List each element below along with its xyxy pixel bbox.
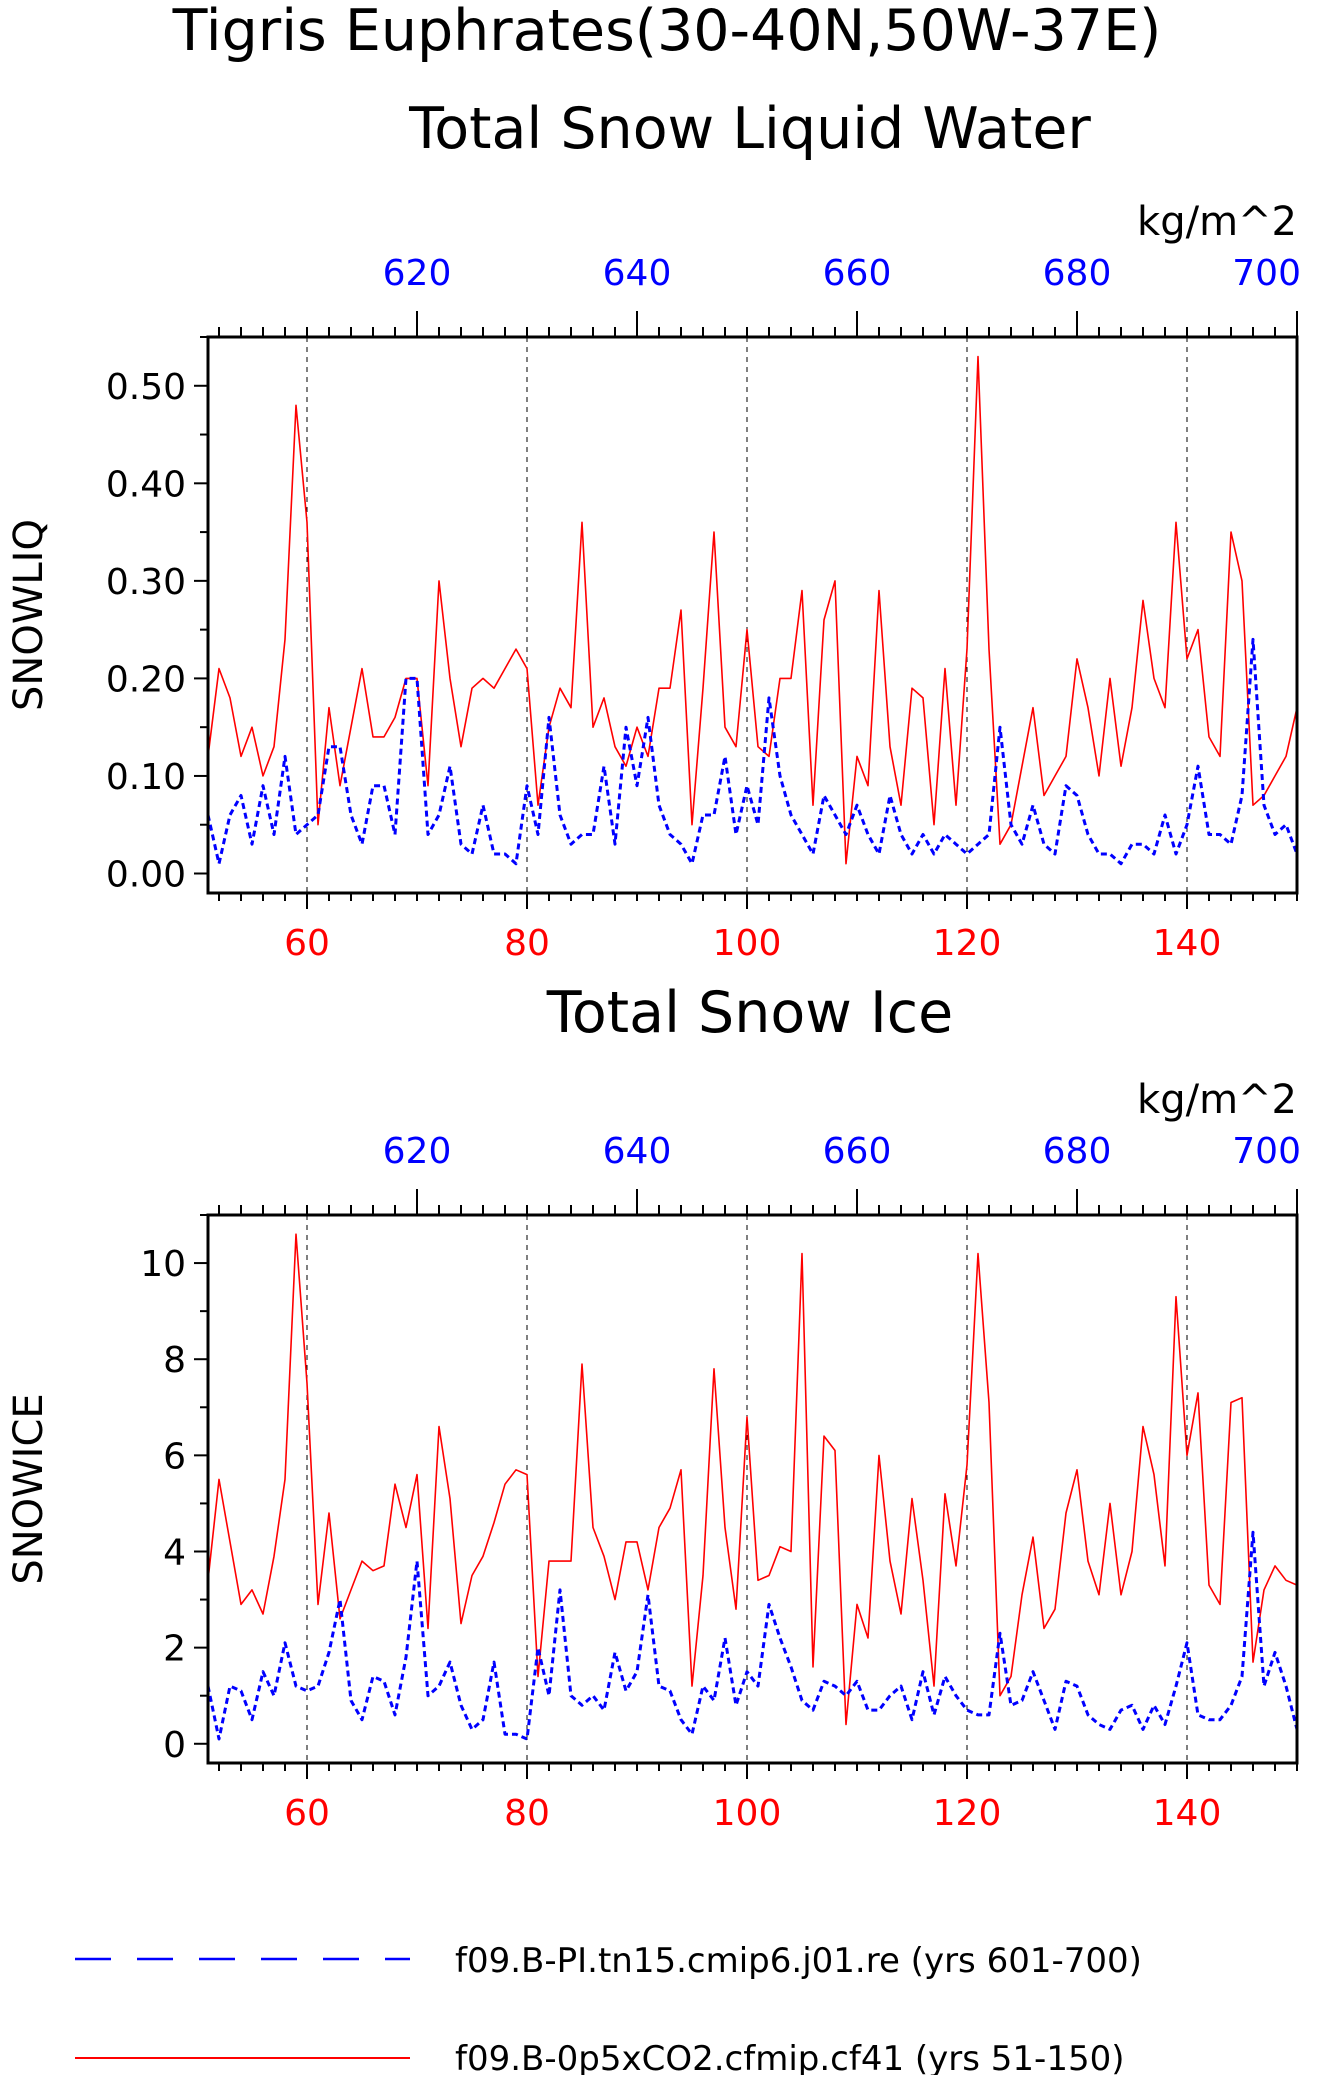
snowice-y-tick-label: 6 [163, 1436, 186, 1477]
snowliq-x-bottom-tick-label: 140 [1153, 923, 1222, 964]
snowice-plot-frame [206, 1213, 1299, 1765]
snowliq-x-bottom-tick-label: 80 [504, 923, 550, 964]
snowice-control-series-line [206, 1530, 1299, 1741]
snowliq-units-label: kg/m^2 [1137, 199, 1297, 245]
snowice-y-axis-label: SNOWICE [6, 1393, 52, 1584]
snowliq-x-top-tick-label: 700 [1232, 253, 1301, 294]
snowliq-y-tick-label: 0.50 [106, 367, 186, 408]
snowliq-x-bottom-tick-label: 100 [713, 923, 782, 964]
snowice-units-label: kg/m^2 [1137, 1077, 1297, 1123]
snowice-x-top-tick-label: 640 [603, 1131, 672, 1172]
snowliq-y-tick-label: 0.00 [106, 854, 186, 895]
snowliq-y-tick-label: 0.40 [106, 464, 186, 505]
snowice-x-bottom-tick-label: 80 [504, 1793, 550, 1834]
snowice-x-top-tick-label: 660 [823, 1131, 892, 1172]
snowliq-x-top-tick-label: 680 [1043, 253, 1112, 294]
snowliq-y-tick-label: 0.10 [106, 757, 186, 798]
snowice-x-top-tick-label: 700 [1232, 1131, 1301, 1172]
snowliq-x-bottom-tick-label: 120 [933, 923, 1002, 964]
snowliq-y-tick-label: 0.30 [106, 562, 186, 603]
snowliq-x-top-tick-label: 660 [823, 253, 892, 294]
snowice-x-bottom-tick-label: 60 [284, 1793, 330, 1834]
snowliq-x-bottom-tick-label: 60 [284, 923, 330, 964]
snowice-y-tick-label: 10 [140, 1244, 186, 1285]
snowliq-x-top-tick-label: 620 [383, 253, 452, 294]
snowliq-y-tick-label: 0.20 [106, 659, 186, 700]
snowice-x-bottom-tick-label: 120 [933, 1793, 1002, 1834]
snowice-x-bottom-tick-label: 100 [713, 1793, 782, 1834]
snowice-x-bottom-tick-label: 140 [1153, 1793, 1222, 1834]
snowice-y-tick-label: 0 [163, 1725, 186, 1766]
legend-label-experiment: f09.B-0p5xCO2.cfmip.cf41 (yrs 51-150) [455, 2039, 1124, 2075]
snowliq-experiment-series-line [207, 355, 1298, 865]
figure-title: Tigris Euphrates(30-40N,50W-37E) [172, 0, 1162, 64]
snowice-experiment-series-line [207, 1233, 1298, 1726]
snowliq-control-series-line [206, 637, 1299, 866]
snowice-panel: Total Snow Ice kg/m^2 SNOWICE 0 2 4 6 8 10 60 80 10… [6, 980, 1301, 1834]
snowice-x-top-tick-label: 680 [1043, 1131, 1112, 1172]
legend: f09.B-PI.tn15.cmip6.j01.re (yrs 601-700)… [75, 1941, 1142, 2075]
snowice-y-tick-label: 2 [163, 1629, 186, 1670]
snowliq-x-top-tick-label: 640 [603, 253, 672, 294]
snowliq-panel: Total Snow Liquid Water kg/m^2 SNOWLIQ 0.00… [6, 96, 1301, 964]
snowliq-plot-frame [206, 335, 1299, 895]
snowliq-title: Total Snow Liquid Water [408, 96, 1091, 162]
legend-label-control: f09.B-PI.tn15.cmip6.j01.re (yrs 601-700) [455, 1941, 1142, 1981]
snowice-y-tick-label: 8 [163, 1340, 186, 1381]
snowice-title: Total Snow Ice [546, 980, 953, 1046]
snowliq-y-axis-label: SNOWLIQ [6, 519, 52, 711]
snowice-x-top-tick-label: 620 [383, 1131, 452, 1172]
snowice-y-tick-label: 4 [163, 1532, 186, 1573]
